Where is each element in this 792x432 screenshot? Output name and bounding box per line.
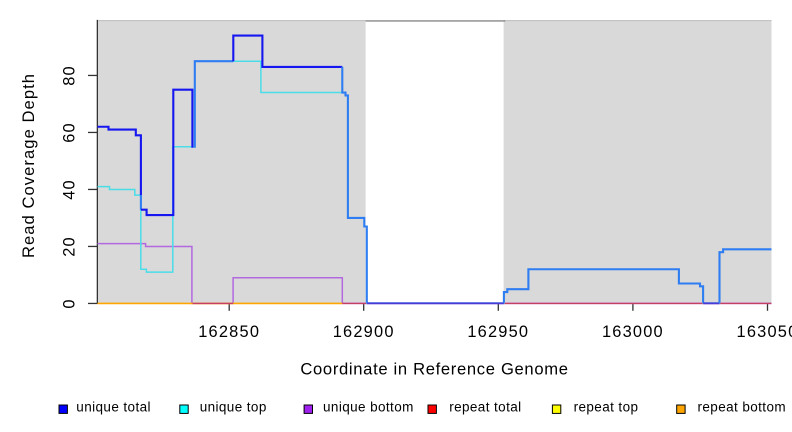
- svg-text:unique top: unique top: [200, 400, 267, 415]
- svg-text:162950: 162950: [467, 323, 529, 341]
- svg-text:162850: 162850: [198, 323, 260, 341]
- svg-text:40: 40: [61, 179, 79, 200]
- svg-text:0: 0: [61, 298, 79, 308]
- svg-text:repeat top: repeat top: [574, 400, 639, 415]
- svg-text:repeat bottom: repeat bottom: [698, 400, 787, 415]
- svg-text:163050: 163050: [737, 323, 792, 341]
- svg-text:60: 60: [61, 122, 79, 143]
- svg-text:Read Coverage Depth: Read Coverage Depth: [19, 73, 38, 258]
- svg-text:unique total: unique total: [76, 400, 151, 415]
- svg-text:Coordinate in Reference Genome: Coordinate in Reference Genome: [300, 360, 568, 379]
- svg-text:repeat total: repeat total: [449, 400, 521, 415]
- svg-text:unique bottom: unique bottom: [323, 400, 414, 415]
- svg-text:20: 20: [61, 236, 79, 257]
- svg-text:162900: 162900: [333, 323, 395, 341]
- svg-text:80: 80: [61, 65, 79, 86]
- svg-text:163000: 163000: [602, 323, 664, 341]
